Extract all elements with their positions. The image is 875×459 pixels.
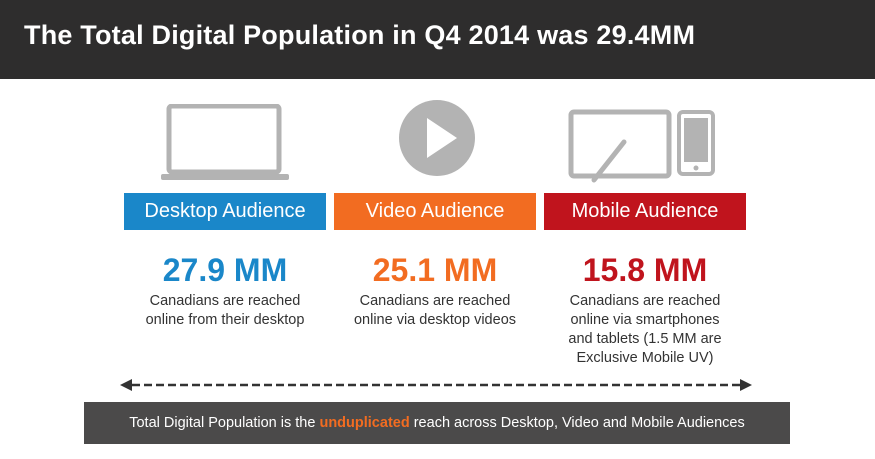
mobile-audience-description: Canadians are reached online via smartph… (540, 292, 750, 368)
mobile-audience-label: Mobile Audience (544, 193, 746, 230)
laptop-icon (161, 104, 289, 180)
desktop-audience-label: Desktop Audience (124, 193, 326, 230)
desc-line: online via smartphones (570, 312, 720, 328)
footer-highlight: unduplicated (319, 415, 410, 431)
footer-text-before: Total Digital Population is the (129, 415, 320, 431)
header-bar: The Total Digital Population in Q4 2014 … (0, 0, 875, 79)
video-audience-description: Canadians are reached online via desktop… (330, 292, 540, 330)
desktop-audience-description: Canadians are reached online from their … (120, 292, 330, 330)
desc-line: Canadians are reached (149, 293, 301, 309)
footer-note: Total Digital Population is the unduplic… (84, 402, 790, 444)
tablet-phone-icon (568, 109, 715, 183)
video-audience-label: Video Audience (334, 193, 536, 230)
play-icon (399, 100, 475, 176)
desc-line: Canadians are reached (569, 293, 721, 309)
page-title: The Total Digital Population in Q4 2014 … (24, 20, 696, 50)
desc-line: online from their desktop (145, 312, 305, 328)
desc-line: and tablets (1.5 MM are (568, 331, 722, 347)
desc-line: online via desktop videos (353, 312, 517, 328)
footer-text-after: reach across Desktop, Video and Mobile A… (409, 415, 745, 431)
dashed-double-arrow (120, 379, 752, 391)
mobile-audience-value: 15.8 MM (582, 252, 708, 288)
desktop-audience-value: 27.9 MM (162, 252, 288, 288)
desc-line: Exclusive Mobile UV) (576, 350, 714, 366)
desc-line: Canadians are reached (359, 293, 511, 309)
video-audience-value: 25.1 MM (372, 252, 498, 288)
